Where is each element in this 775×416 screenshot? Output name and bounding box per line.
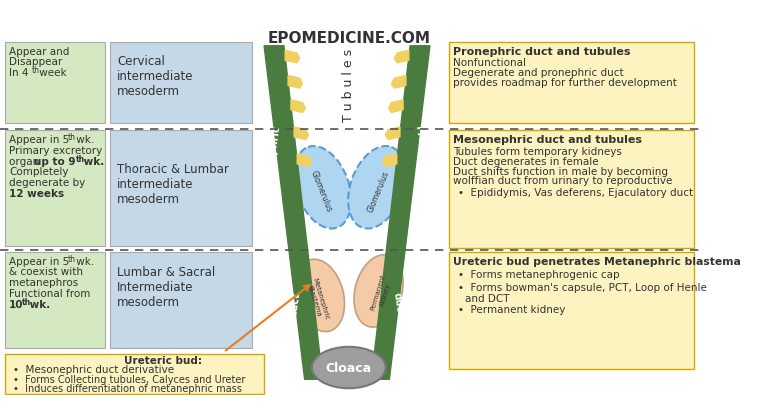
Text: Lumbar & Sacral
Intermediate
mesoderm: Lumbar & Sacral Intermediate mesoderm [117,266,215,309]
Text: & coexist with: & coexist with [9,267,83,277]
Text: 12 weeks: 12 weeks [9,189,64,199]
Polygon shape [291,100,305,112]
Text: Permanent
Kidney: Permanent Kidney [370,274,393,314]
Text: •  Mesonephric duct derivative: • Mesonephric duct derivative [12,365,174,375]
Ellipse shape [348,146,405,228]
Polygon shape [371,46,430,379]
Text: wk.: wk. [26,300,50,310]
Polygon shape [285,50,300,63]
Text: Appear in 5: Appear in 5 [9,135,69,145]
FancyBboxPatch shape [449,252,694,369]
Polygon shape [388,100,403,112]
Text: wk.: wk. [73,135,95,145]
Text: duct: duct [289,292,302,317]
FancyBboxPatch shape [5,354,264,394]
Text: degenerate by: degenerate by [9,178,85,188]
Text: up to 9: up to 9 [34,157,76,167]
Polygon shape [394,50,409,63]
Text: Ureteric bud penetrates Metanephric blastema: Ureteric bud penetrates Metanephric blas… [453,257,741,267]
Text: th: th [67,255,76,264]
Polygon shape [297,154,312,166]
Polygon shape [385,127,400,139]
Text: th: th [67,133,76,142]
Text: •  Epididymis, Vas deferens, Ejaculatory duct: • Epididymis, Vas deferens, Ejaculatory … [458,188,693,198]
Text: EPOMEDICINE.COM: EPOMEDICINE.COM [267,31,430,46]
FancyBboxPatch shape [449,42,694,123]
Ellipse shape [294,146,351,228]
Text: Mesonephric duct and tubules: Mesonephric duct and tubules [453,135,642,145]
Polygon shape [264,46,322,379]
Text: th: th [76,155,84,164]
Text: Pronephric: Pronephric [412,125,431,186]
Text: Appear and: Appear and [9,47,70,57]
Ellipse shape [312,347,386,388]
Polygon shape [391,76,406,88]
Text: Degenerate and pronephric duct: Degenerate and pronephric duct [453,68,624,78]
Text: duct: duct [391,292,405,317]
Text: Ureteric bud:: Ureteric bud: [124,356,202,366]
Text: Nonfunctional: Nonfunctional [453,58,526,68]
Text: Tubules form temporary kidneys: Tubules form temporary kidneys [453,147,622,157]
Text: and DCT: and DCT [465,294,510,304]
FancyBboxPatch shape [5,131,105,246]
Text: Duct degenerates in female: Duct degenerates in female [453,157,599,167]
Text: •  Forms metanephrogenic cap: • Forms metanephrogenic cap [458,270,619,280]
Polygon shape [288,76,302,88]
Text: th: th [32,67,40,75]
Text: 10: 10 [9,300,23,310]
Text: Disappear: Disappear [9,57,62,67]
Text: wolffian duct from urinary to reproductive: wolffian duct from urinary to reproducti… [453,176,673,186]
Text: Completely: Completely [9,168,68,178]
Text: T u b u l e s: T u b u l e s [343,49,355,122]
FancyBboxPatch shape [110,252,253,348]
Text: Cervical
intermediate
mesoderm: Cervical intermediate mesoderm [117,55,194,98]
Text: •  Forms bowman's capsule, PCT, Loop of Henle: • Forms bowman's capsule, PCT, Loop of H… [458,283,707,293]
Polygon shape [382,154,397,166]
Text: wk.: wk. [81,157,105,167]
Text: provides roadmap for further development: provides roadmap for further development [453,78,677,88]
Text: Glomerulus: Glomerulus [366,170,391,214]
Polygon shape [294,127,308,139]
FancyBboxPatch shape [5,252,105,348]
Text: Functional from: Functional from [9,289,91,299]
Text: organ: organ [9,157,43,167]
Text: •  Permanent kidney: • Permanent kidney [458,305,565,315]
Text: •  Induces differentiation of metanephric mass: • Induces differentiation of metanephric… [12,384,242,394]
Ellipse shape [354,255,403,327]
FancyBboxPatch shape [5,42,105,123]
Text: Cloaca: Cloaca [326,362,372,375]
Text: Pronephric duct and tubules: Pronephric duct and tubules [453,47,631,57]
Text: Appear in 5: Appear in 5 [9,257,69,267]
Text: metanephros: metanephros [9,278,78,288]
Text: Glomerulus: Glomerulus [308,170,333,214]
Text: Pronephric: Pronephric [263,125,281,186]
FancyBboxPatch shape [110,131,253,246]
Text: Metanephric
Blastema: Metanephric Blastema [305,277,330,323]
Text: Duct shifts function in male by becoming: Duct shifts function in male by becoming [453,166,668,176]
Text: •  Forms Collecting tubules, Calyces and Ureter: • Forms Collecting tubules, Calyces and … [12,375,245,385]
FancyBboxPatch shape [449,131,694,248]
Text: wk.: wk. [73,257,95,267]
FancyBboxPatch shape [110,42,253,123]
Text: Primary excretory: Primary excretory [9,146,102,156]
Text: th: th [22,298,31,307]
Text: Thoracic & Lumbar
intermediate
mesoderm: Thoracic & Lumbar intermediate mesoderm [117,163,229,206]
Text: week: week [36,68,67,78]
Text: In 4: In 4 [9,68,29,78]
Ellipse shape [295,259,345,332]
